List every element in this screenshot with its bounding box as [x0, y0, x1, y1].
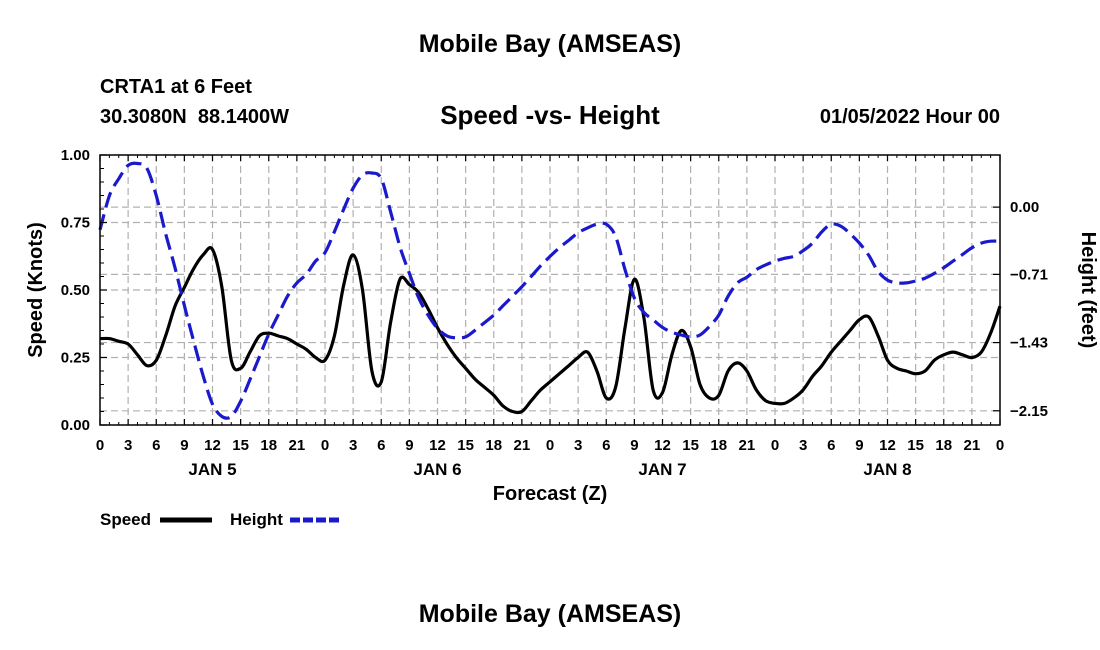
x-tick-label: 15: [907, 437, 924, 454]
x-tick-label: 0: [546, 437, 554, 454]
x-tick-label: 0: [996, 437, 1004, 454]
y-right-tick-label: −1.43: [1010, 335, 1048, 352]
series-lines: [98, 161, 1002, 420]
x-tick-label: 6: [602, 437, 610, 454]
x-tick-label: 12: [879, 437, 896, 454]
y-axis-left-label: Speed (Knots): [25, 222, 47, 358]
y-right-tick-label: −2.15: [1010, 403, 1048, 420]
x-tick-label: 6: [827, 437, 835, 454]
day-label: JAN 8: [863, 460, 911, 479]
series-line-speed: [99, 246, 1002, 415]
x-tick-label: 18: [710, 437, 727, 454]
x-tick-label: 12: [654, 437, 671, 454]
x-tick-label: 12: [429, 437, 446, 454]
x-tick-label: 0: [96, 437, 104, 454]
x-tick-label: 21: [964, 437, 981, 454]
x-tick-label: 18: [485, 437, 502, 454]
x-tick-label: 3: [799, 437, 807, 454]
chart-title: Speed -vs- Height: [440, 100, 660, 130]
x-tick-label: 15: [232, 437, 249, 454]
footer-region-title: Mobile Bay (AMSEAS): [418, 600, 682, 628]
x-tick-label: 9: [855, 437, 863, 454]
axes: 0 3 6 9 12 15 18 21 0 3 6 9 12 15 18 21 0 3 6 9 12 15 18 21 0 3 6 9…: [61, 147, 1048, 479]
grid-lines: [100, 155, 1000, 425]
forecast-datetime: 01/05/2022 Hour 00: [819, 106, 1000, 128]
x-tick-label: 6: [152, 437, 160, 454]
x-tick-label: 3: [574, 437, 582, 454]
y-left-tick-label: 0.50: [61, 282, 90, 299]
station-label: CRTA1 at 6 Feet: [100, 76, 252, 98]
y-axis-right-label: Height (feet): [1077, 232, 1099, 349]
speed-height-chart: 0 3 6 9 12 15 18 21 0 3 6 9 12 15 18 21 0 3 6 9 12 15 18 21 0 3 6 9…: [25, 147, 1099, 529]
x-tick-label: 12: [204, 437, 221, 454]
series-line-height: [98, 161, 1001, 420]
x-tick-label: 15: [682, 437, 699, 454]
y-left-tick-label: 0.75: [61, 215, 90, 232]
legend-height-label: Height: [230, 510, 283, 529]
x-tick-label: 15: [457, 437, 474, 454]
day-label: JAN 6: [413, 460, 461, 479]
x-tick-label: 18: [260, 437, 277, 454]
x-tick-label: 0: [771, 437, 779, 454]
x-tick-label: 9: [180, 437, 188, 454]
x-axis-label: Forecast (Z): [493, 483, 607, 505]
x-tick-label: 3: [124, 437, 132, 454]
x-tick-label: 18: [935, 437, 952, 454]
x-tick-label: 9: [630, 437, 638, 454]
x-tick-label: 21: [739, 437, 756, 454]
x-tick-label: 21: [289, 437, 306, 454]
region-title: Mobile Bay (AMSEAS): [418, 30, 682, 58]
day-label: JAN 5: [188, 460, 236, 479]
x-tick-label: 6: [377, 437, 385, 454]
y-left-tick-label: 0.00: [61, 417, 90, 434]
x-tick-label: 0: [321, 437, 329, 454]
day-label: JAN 7: [638, 460, 686, 479]
legend-speed-label: Speed: [100, 510, 151, 529]
y-left-tick-label: 1.00: [61, 147, 90, 164]
y-right-tick-label: 0.00: [1010, 199, 1039, 216]
x-tick-label: 21: [514, 437, 531, 454]
y-left-tick-label: 0.25: [61, 350, 90, 367]
station-coordinates: 30.3080N 88.1400W: [100, 106, 290, 128]
legend: Speed Height: [100, 510, 342, 529]
x-tick-label: 3: [349, 437, 357, 454]
x-tick-label: 9: [405, 437, 413, 454]
y-right-tick-label: −0.71: [1010, 266, 1048, 283]
